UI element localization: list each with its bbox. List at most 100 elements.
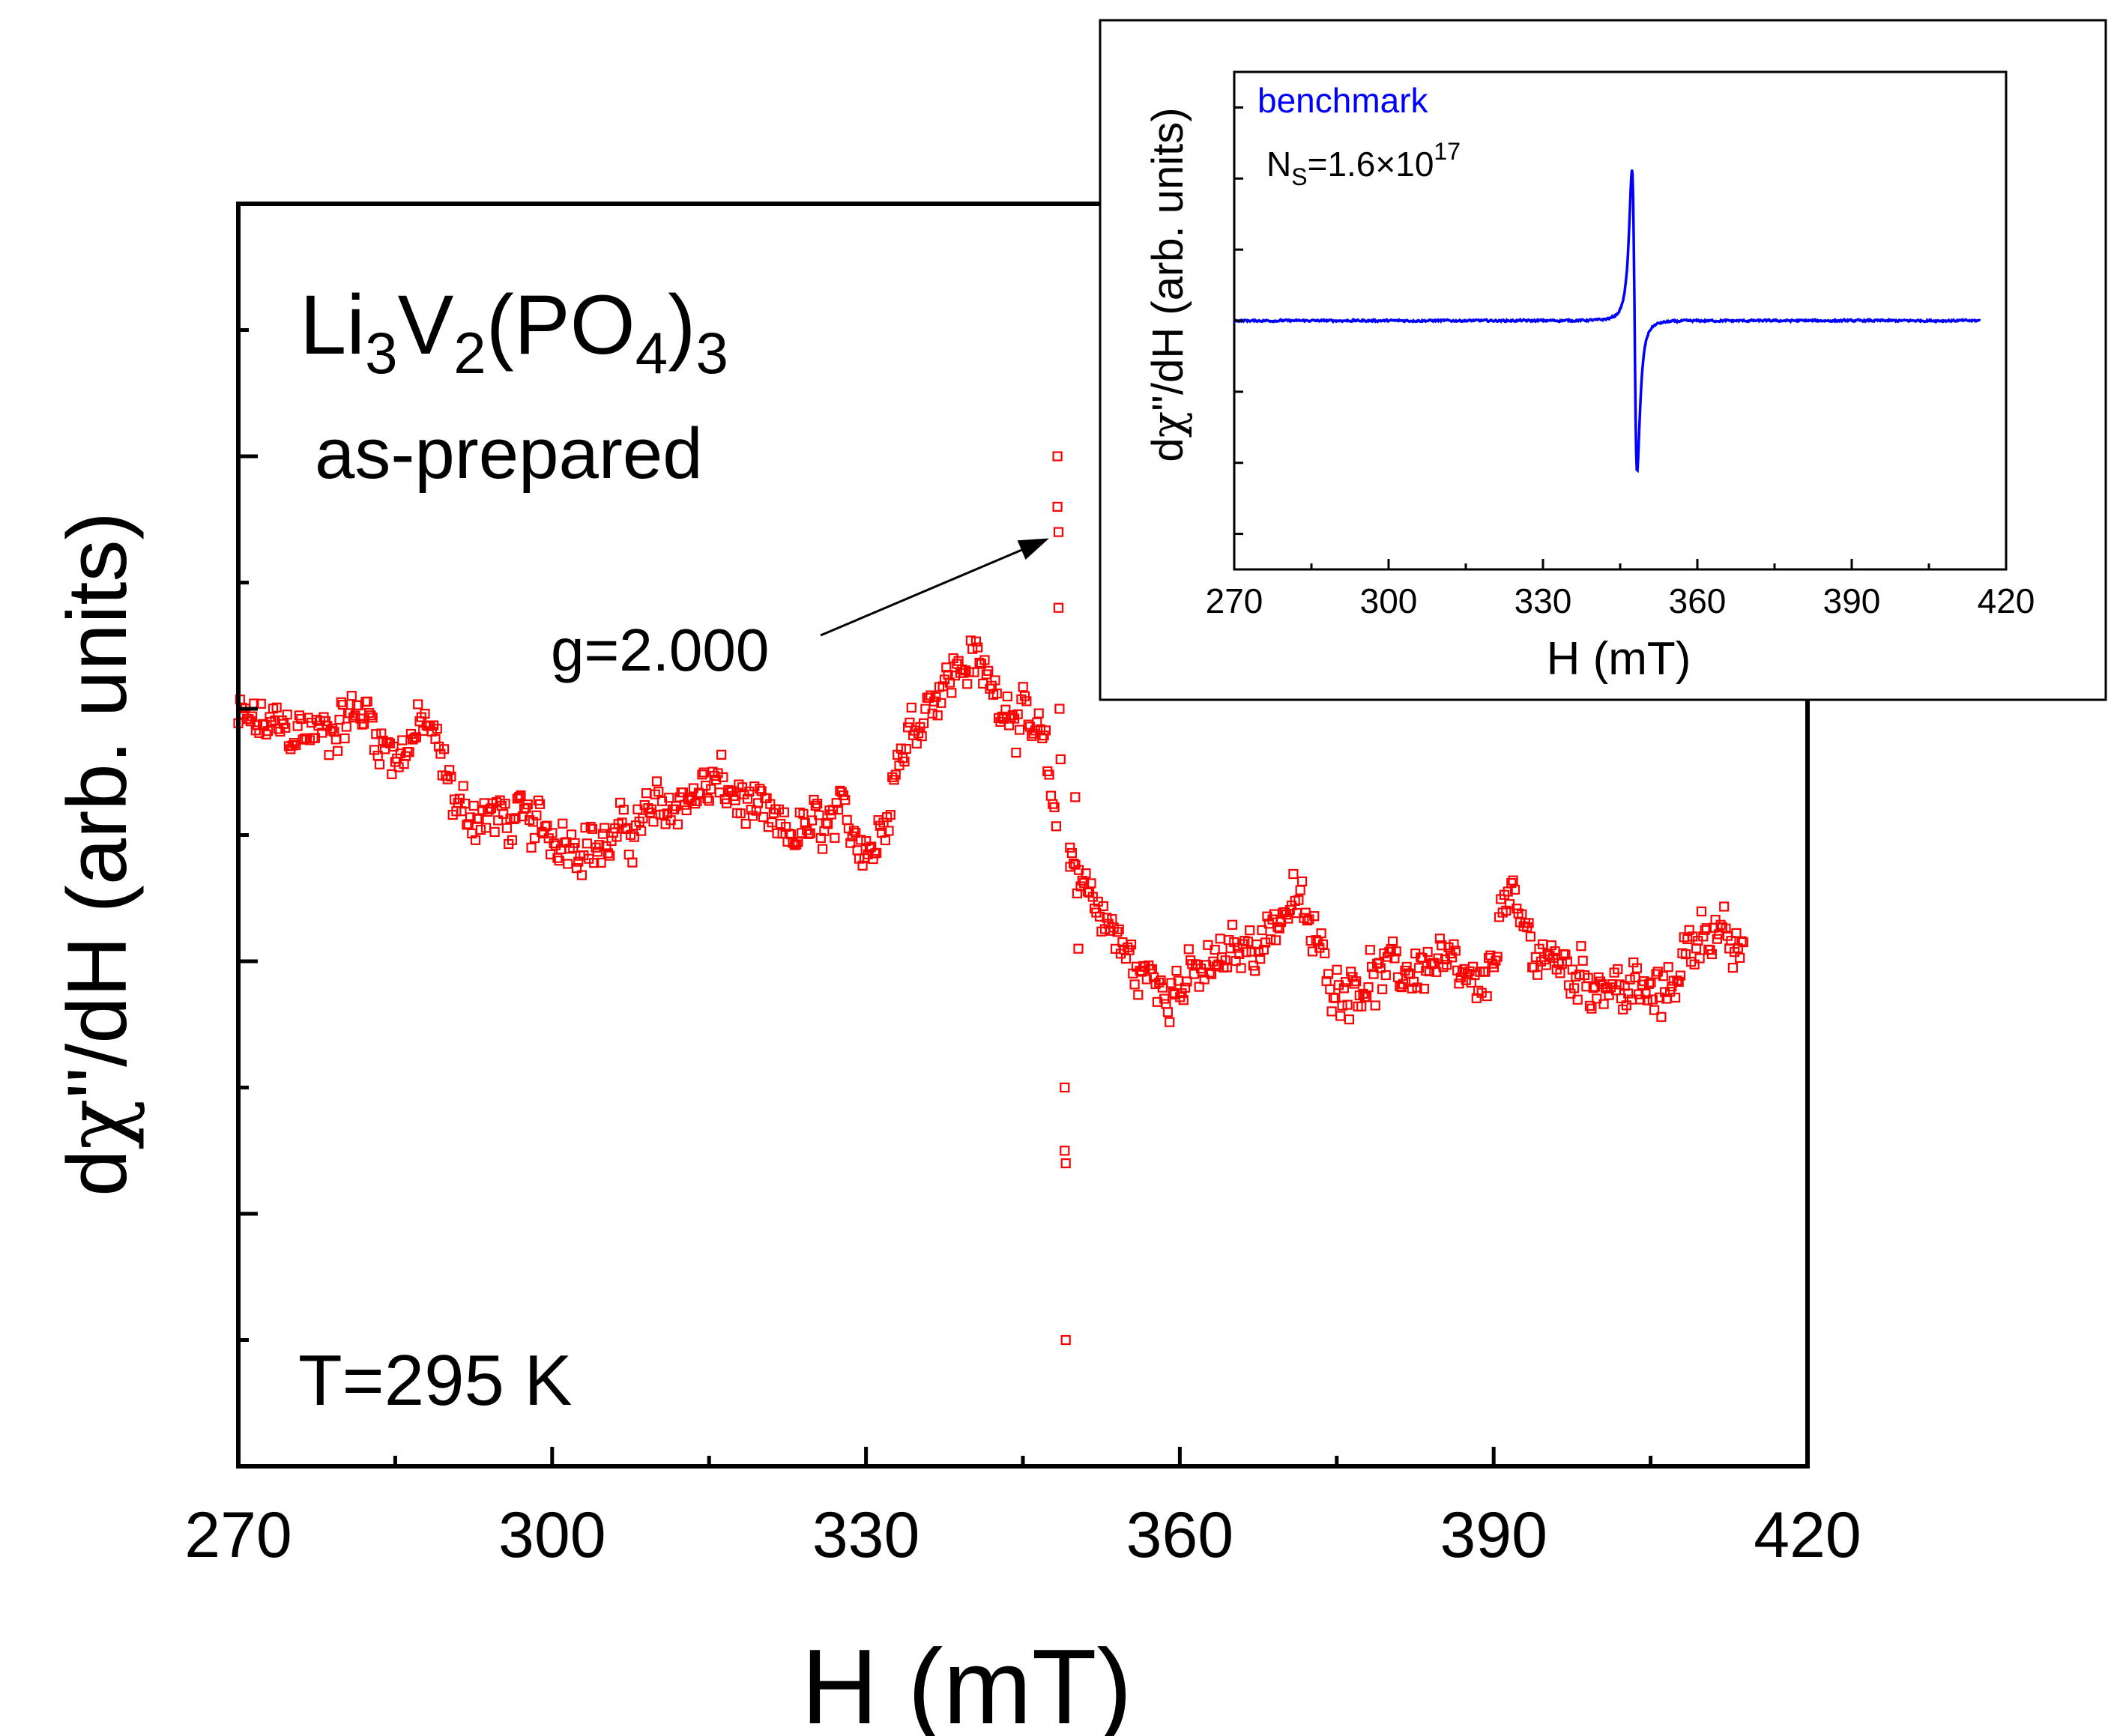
- data-point: [1417, 952, 1428, 964]
- data-point: [941, 662, 952, 673]
- main-y-title-suffix: ''/dH (arb. units): [50, 512, 144, 1098]
- data-point: [1584, 1000, 1595, 1011]
- data-point: [1621, 1000, 1631, 1011]
- data-point: [1736, 936, 1747, 946]
- data-point: [1040, 725, 1051, 736]
- data-point: [1362, 992, 1372, 1002]
- x-tick-label: 330: [812, 1499, 920, 1571]
- data-point: [958, 668, 969, 678]
- data-point: [1018, 682, 1028, 692]
- data-point: [1680, 949, 1691, 960]
- data-point: [974, 657, 985, 668]
- inset-y-title-prefix: d: [1144, 438, 1192, 462]
- data-point: [367, 713, 378, 723]
- data-point: [1344, 1014, 1355, 1025]
- data-point: [1349, 979, 1360, 989]
- data-point: [1333, 980, 1344, 991]
- data-point: [946, 688, 957, 698]
- data-point: [458, 781, 468, 791]
- data-point: [1523, 918, 1534, 928]
- inset-spin-count: NS=1.6×1017: [1266, 138, 1461, 190]
- data-point: [1149, 972, 1159, 982]
- data-point: [1051, 821, 1062, 832]
- inset-x-tick-label: 330: [1514, 581, 1572, 620]
- data-point: [730, 795, 740, 805]
- data-point: [570, 838, 580, 848]
- data-point: [296, 713, 306, 725]
- data-point: [742, 793, 753, 804]
- data-point: [814, 810, 824, 820]
- data-point: [1726, 935, 1736, 946]
- data-point: [514, 792, 525, 802]
- data-point: [1133, 990, 1144, 1000]
- data-point: [1073, 943, 1084, 954]
- data-point: [1288, 868, 1299, 880]
- inset-legend-benchmark: benchmark: [1257, 81, 1429, 120]
- data-point: [605, 850, 615, 861]
- data-point: [697, 769, 707, 780]
- data-point: [1180, 982, 1191, 993]
- data-point: [1178, 995, 1189, 1005]
- data-point: [635, 826, 647, 836]
- data-point: [1295, 885, 1305, 895]
- data-point: [510, 813, 521, 823]
- data-point: [336, 697, 346, 707]
- data-point: [848, 826, 860, 836]
- inset-y-axis-title: dχ''/dH (arb. units): [1142, 107, 1193, 462]
- data-point: [1337, 1000, 1347, 1011]
- data-point: [1069, 858, 1079, 869]
- data-point: [587, 823, 598, 834]
- data-point: [309, 733, 320, 743]
- data-point: [1014, 725, 1025, 735]
- data-point: [1253, 946, 1264, 958]
- data-point: [1592, 993, 1602, 1004]
- data-point: [1589, 982, 1601, 992]
- data-point: [1241, 947, 1251, 958]
- data-point: [1374, 958, 1384, 968]
- data-point: [1391, 946, 1401, 957]
- data-point: [931, 692, 941, 702]
- data-point: [1332, 964, 1342, 975]
- data-point: [432, 723, 442, 734]
- data-point: [1449, 939, 1459, 949]
- data-point: [1433, 953, 1443, 964]
- data-point: [1053, 602, 1064, 613]
- data-point: [973, 642, 983, 653]
- data-point: [1086, 878, 1096, 889]
- data-point: [842, 814, 852, 825]
- x-tick-label: 300: [498, 1499, 606, 1571]
- data-point: [716, 749, 727, 760]
- data-point: [1646, 977, 1656, 988]
- data-point: [916, 731, 927, 742]
- data-point: [1270, 935, 1281, 946]
- data-point: [1245, 925, 1255, 936]
- data-point: [857, 860, 868, 871]
- data-point: [334, 714, 345, 725]
- data-point: [681, 805, 692, 816]
- data-point: [773, 804, 785, 814]
- data-point: [1532, 970, 1543, 980]
- data-point: [1325, 984, 1335, 994]
- data-point: [1655, 992, 1665, 1002]
- x-tick-label: 420: [1754, 1499, 1861, 1571]
- data-point: [845, 838, 856, 848]
- data-point: [1305, 935, 1316, 946]
- data-point: [1098, 901, 1108, 912]
- main-y-axis-ticks: [238, 328, 258, 1342]
- data-point: [1437, 940, 1447, 951]
- data-point: [1052, 451, 1063, 462]
- data-point: [1450, 946, 1461, 956]
- data-point: [1419, 984, 1430, 994]
- inset-x-tick-label: 420: [1978, 581, 2035, 620]
- data-point: [890, 769, 901, 780]
- data-point: [493, 815, 504, 826]
- data-point: [1651, 969, 1661, 979]
- data-point: [1595, 976, 1606, 987]
- data-point: [1613, 964, 1623, 975]
- data-point: [388, 741, 399, 752]
- data-point: [1048, 799, 1058, 809]
- data-point: [664, 793, 674, 803]
- data-point: [1246, 946, 1257, 957]
- data-point: [1255, 954, 1266, 964]
- data-point: [1250, 966, 1260, 976]
